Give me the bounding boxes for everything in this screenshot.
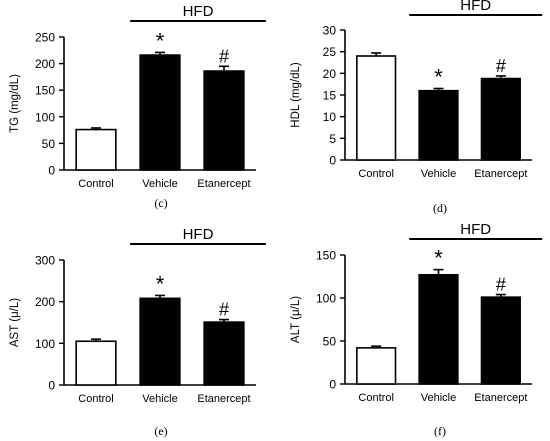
y-axis-title: AST (μ/L) xyxy=(9,298,21,347)
group-bar-label: HFD xyxy=(183,226,214,243)
x-tick-label: Etanercept xyxy=(197,393,250,405)
group-bar-label: HFD xyxy=(460,221,491,238)
y-tick-label: 50 xyxy=(42,137,56,151)
y-tick-label: 0 xyxy=(329,378,336,392)
y-tick-label: 100 xyxy=(35,337,55,351)
significance-mark: * xyxy=(434,65,443,90)
y-tick-label: 250 xyxy=(35,31,55,45)
bar xyxy=(139,297,181,386)
x-tick-label: Vehicle xyxy=(142,393,177,405)
significance-mark: # xyxy=(219,46,229,66)
x-tick-label: Control xyxy=(78,178,113,190)
significance-mark: * xyxy=(434,246,443,271)
x-tick-label: Etanercept xyxy=(197,178,250,190)
x-tick-label: Vehicle xyxy=(421,168,456,180)
x-tick-label: Control xyxy=(358,168,393,180)
x-tick-label: Etanercept xyxy=(474,168,527,180)
y-tick-label: 0 xyxy=(48,379,55,393)
bar xyxy=(203,321,245,386)
x-tick-label: Control xyxy=(78,393,113,405)
significance-mark: * xyxy=(156,271,165,296)
bar xyxy=(356,55,397,161)
panel-label: (c) xyxy=(154,196,167,210)
significance-mark: # xyxy=(496,275,506,295)
y-tick-label: 50 xyxy=(323,335,337,349)
y-tick-label: 100 xyxy=(35,110,55,124)
y-tick-label: 10 xyxy=(323,110,337,124)
y-tick-label: 150 xyxy=(35,84,55,98)
group-bar-label: HFD xyxy=(460,0,491,14)
y-axis-title: HDL (mg/dL) xyxy=(290,62,302,128)
significance-mark: * xyxy=(156,28,165,53)
x-tick-label: Etanercept xyxy=(474,392,527,404)
bar xyxy=(480,296,521,385)
panel-label: (f) xyxy=(434,424,446,438)
group-bar-label: HFD xyxy=(183,3,214,20)
x-tick-label: Vehicle xyxy=(142,178,177,190)
y-tick-label: 15 xyxy=(323,89,337,103)
y-tick-label: 0 xyxy=(329,154,336,168)
y-axis-title: TG (mg/dL) xyxy=(9,74,21,133)
panel-label: (d) xyxy=(433,201,447,215)
y-tick-label: 30 xyxy=(323,24,337,38)
bar xyxy=(356,347,397,385)
y-tick-label: 200 xyxy=(35,57,55,71)
y-tick-label: 25 xyxy=(323,45,337,59)
y-tick-label: 150 xyxy=(316,249,336,263)
panel-label: (e) xyxy=(154,424,167,438)
bar xyxy=(418,89,459,161)
y-tick-label: 20 xyxy=(323,67,337,81)
bar xyxy=(203,70,245,171)
bar xyxy=(418,273,459,385)
significance-mark: # xyxy=(219,300,229,320)
bar xyxy=(75,128,117,171)
y-axis-title: ALT (μ/L) xyxy=(290,296,302,343)
y-tick-label: 5 xyxy=(329,132,336,146)
bar xyxy=(75,340,117,386)
bar xyxy=(139,54,181,171)
significance-mark: # xyxy=(496,56,506,76)
x-tick-label: Vehicle xyxy=(421,392,456,404)
y-tick-label: 100 xyxy=(316,292,336,306)
bar xyxy=(480,77,521,161)
x-tick-label: Control xyxy=(358,392,393,404)
y-tick-label: 300 xyxy=(35,254,55,268)
y-tick-label: 0 xyxy=(48,164,55,178)
y-tick-label: 200 xyxy=(35,295,55,309)
